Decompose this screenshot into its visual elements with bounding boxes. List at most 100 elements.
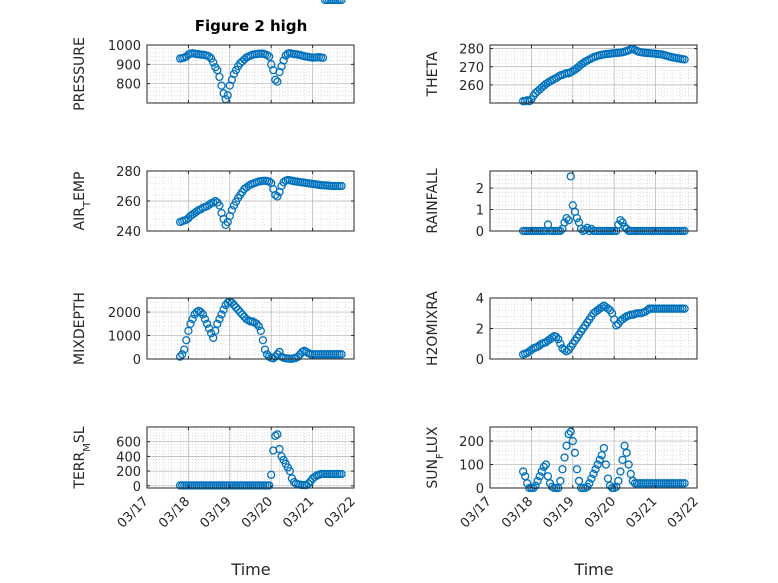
y-tick-label: 0 [476,482,484,497]
y-tick-label: 400 [116,450,141,465]
data-point [539,462,548,472]
data-point [215,72,224,82]
x-tick-label: 03/18 [499,494,536,531]
plot-area [147,298,354,359]
subplot-mixdepth: 0 1000 2000 MIXDEPTH [72,292,355,368]
series-markers [518,44,689,106]
y-tick-label: 240 [116,225,141,240]
data-point [275,347,284,357]
data-point [572,465,582,474]
data-point [227,205,237,215]
data-point [227,298,237,307]
data-point [566,172,575,181]
data-point [204,200,214,209]
data-point [275,444,284,454]
subplot-rainfall: 0 1 2 RAINFALL [425,168,698,240]
data-point [337,0,346,5]
data-point [231,303,241,312]
plot-area [490,427,697,488]
axes-box [489,426,698,489]
data-point [680,304,689,313]
y-tick-label: 1 [476,204,484,219]
data-point [622,448,631,457]
data-point [262,50,272,60]
data-point [570,448,580,457]
y-tick-label: 900 [116,58,141,73]
y-tick-label: 200 [459,435,484,450]
x-axis-label-left: Time [230,560,270,579]
axes-box [146,44,355,104]
y-tick-label: 260 [116,195,141,210]
data-point [188,314,197,324]
data-point [175,352,185,361]
data-point [618,218,627,227]
data-point [271,75,280,84]
data-point [217,310,226,319]
x-tick-label: 03/21 [280,494,317,531]
data-point [601,460,611,469]
subplot-theta: 260 270 280 THETA [425,43,698,106]
data-point [223,91,232,100]
data-point [562,441,571,450]
series-markers [518,301,689,359]
data-point [196,307,205,317]
data-point [562,347,571,356]
data-point [264,177,274,186]
data-point [680,479,689,488]
plot-area [147,427,354,488]
data-point [337,350,346,359]
data-point [593,460,602,469]
data-point [599,443,608,453]
data-point [178,350,187,359]
data-point [271,431,280,440]
data-point [589,469,598,479]
data-point [523,479,532,488]
x-tick-label: 03/22 [322,494,359,531]
data-point [543,78,553,87]
data-point [215,314,224,324]
y-axis-label: SUNFLUX [425,426,446,489]
axes-box [146,297,355,360]
data-point [337,181,346,191]
data-point [254,322,263,331]
data-point [264,52,274,61]
data-point [556,339,565,348]
x-tick-label: 03/19 [198,494,235,531]
data-point [198,310,208,319]
y-tick-label: 2000 [108,306,141,321]
data-point [180,345,189,354]
y-axis-label: RAINFALL [425,168,441,233]
data-point [581,225,590,235]
data-point [192,207,201,216]
axes-box [489,44,698,104]
y-tick-label: 2 [476,182,484,197]
data-point [603,304,613,313]
subplot-pressure: 800 900 1000 PRESSURE [72,0,355,111]
data-point [186,319,195,328]
y-tick-label: 800 [116,78,141,93]
data-point [204,52,214,61]
data-point [235,307,245,317]
y-axis-label: TERRMSL [72,426,93,489]
y-tick-label: 0 [133,480,141,495]
data-point [558,465,567,474]
data-point [564,429,573,439]
data-point [552,332,561,342]
y-axis-label: MIXDEPTH [72,292,88,365]
y-axis-label: H2OMIXRA [425,291,441,366]
y-tick-label: 270 [459,61,484,76]
data-point [564,216,573,225]
data-point [556,476,565,486]
data-point [207,329,216,338]
y-tick-label: 260 [459,79,484,94]
x-tick-label: 03/17 [115,494,152,531]
data-point [182,336,191,345]
x-tick-label: 03/20 [582,494,619,531]
data-point [337,469,346,479]
subplot-sunflux: 0 100 200 03/17 03/18 03/19 03/20 03/21 03/22 SUN… [425,426,702,531]
data-point [612,321,621,330]
x-tick-label: 03/20 [239,494,276,531]
y-axis-label: PRESSURE [72,37,88,111]
y-tick-label: 0 [476,353,484,368]
